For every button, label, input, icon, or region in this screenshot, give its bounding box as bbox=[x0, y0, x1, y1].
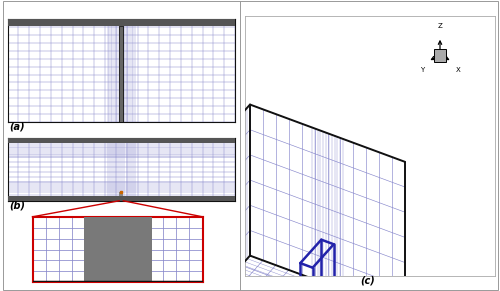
Bar bbox=[119, 26, 124, 122]
Text: (c): (c) bbox=[360, 276, 375, 286]
Bar bbox=[8, 138, 235, 143]
Bar bbox=[8, 19, 235, 26]
Text: (a): (a) bbox=[9, 122, 24, 132]
Text: X: X bbox=[456, 67, 460, 73]
Bar bbox=[84, 217, 152, 282]
FancyBboxPatch shape bbox=[434, 49, 446, 62]
Bar bbox=[119, 26, 124, 122]
Text: Y: Y bbox=[420, 67, 424, 73]
Text: (b): (b) bbox=[9, 200, 25, 210]
Text: Z: Z bbox=[438, 23, 442, 29]
Bar bbox=[8, 196, 235, 201]
Bar bbox=[119, 192, 124, 196]
